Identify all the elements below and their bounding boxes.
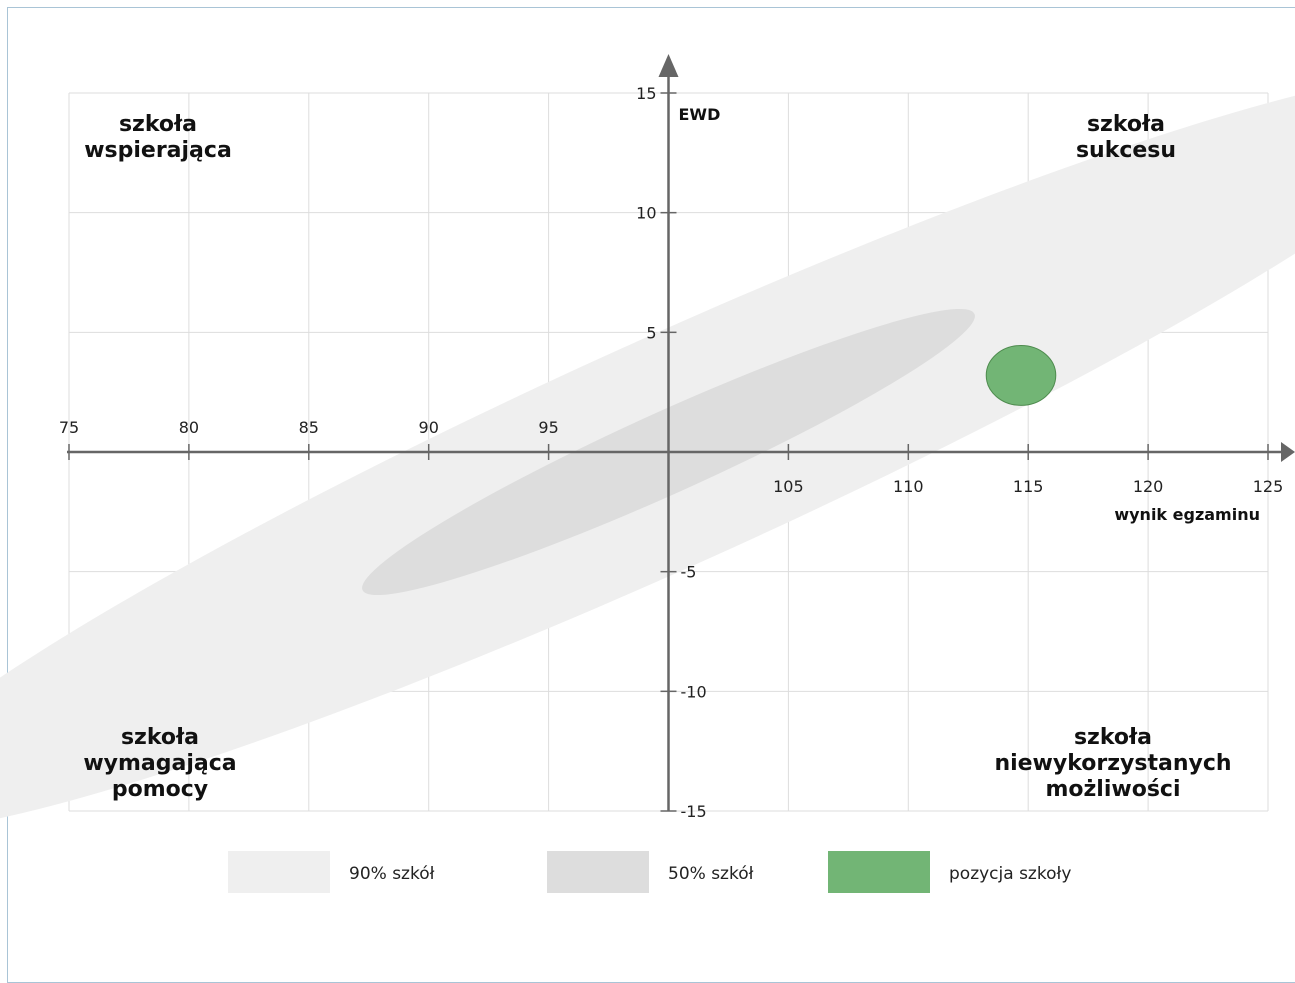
legend-label-1: 50% szkół [668,864,754,884]
quadrant-label-top-right: sukcesu [1076,138,1176,163]
quadrant-label-bottom-left: szkoła [121,725,199,750]
quadrant-label-top-right: szkoła [1087,112,1165,137]
chart-axes [67,54,1295,811]
x-tick-label: 105 [773,477,804,496]
y-tick-label: -5 [681,563,697,582]
quadrant-label-bottom-right: szkoła [1074,725,1152,750]
y-tick-label: 5 [646,323,656,342]
y-tick-label: 15 [636,84,656,103]
x-tick-label: 115 [1013,477,1044,496]
x-tick-label: 85 [299,418,319,437]
x-tick-label: 80 [179,418,199,437]
x-tick-label: 110 [893,477,924,496]
quadrant-label-bottom-right: możliwości [1045,777,1180,802]
quadrant-label-bottom-left: wymagająca [83,751,236,776]
quadrant-labels: szkoławspierającaszkołasukcesuszkoławyma… [83,112,1231,802]
y-axis-arrow [658,54,679,77]
legend-label-0: 90% szkół [349,864,435,884]
legend-swatch-2 [828,851,930,893]
quadrant-label-bottom-left: pomocy [112,777,208,802]
x-tick-label: 95 [538,418,558,437]
y-tick-label: -15 [681,802,707,821]
x-tick-label: 125 [1253,477,1284,496]
region-ellipse-2 [985,344,1057,406]
quadrant-label-top-left: wspierająca [84,138,232,163]
legend-swatch-1 [547,851,649,893]
quadrant-label-top-left: szkoła [119,112,197,137]
legend-swatch-0 [228,851,330,893]
y-tick-label: 10 [636,204,656,223]
x-tick-label: 90 [419,418,439,437]
y-axis-label: EWD [679,105,721,124]
quadrant-label-bottom-right: niewykorzystanych [994,751,1231,776]
x-axis-label: wynik egzaminu [1114,505,1260,524]
y-tick-label: -10 [681,682,707,701]
legend: 90% szkół 50% szkół pozycja szkoły [228,851,1071,893]
legend-label-2: pozycja szkoły [949,864,1071,884]
x-tick-label: 120 [1133,477,1164,496]
x-axis-arrow [1281,442,1295,462]
x-tick-label: 75 [59,418,79,437]
